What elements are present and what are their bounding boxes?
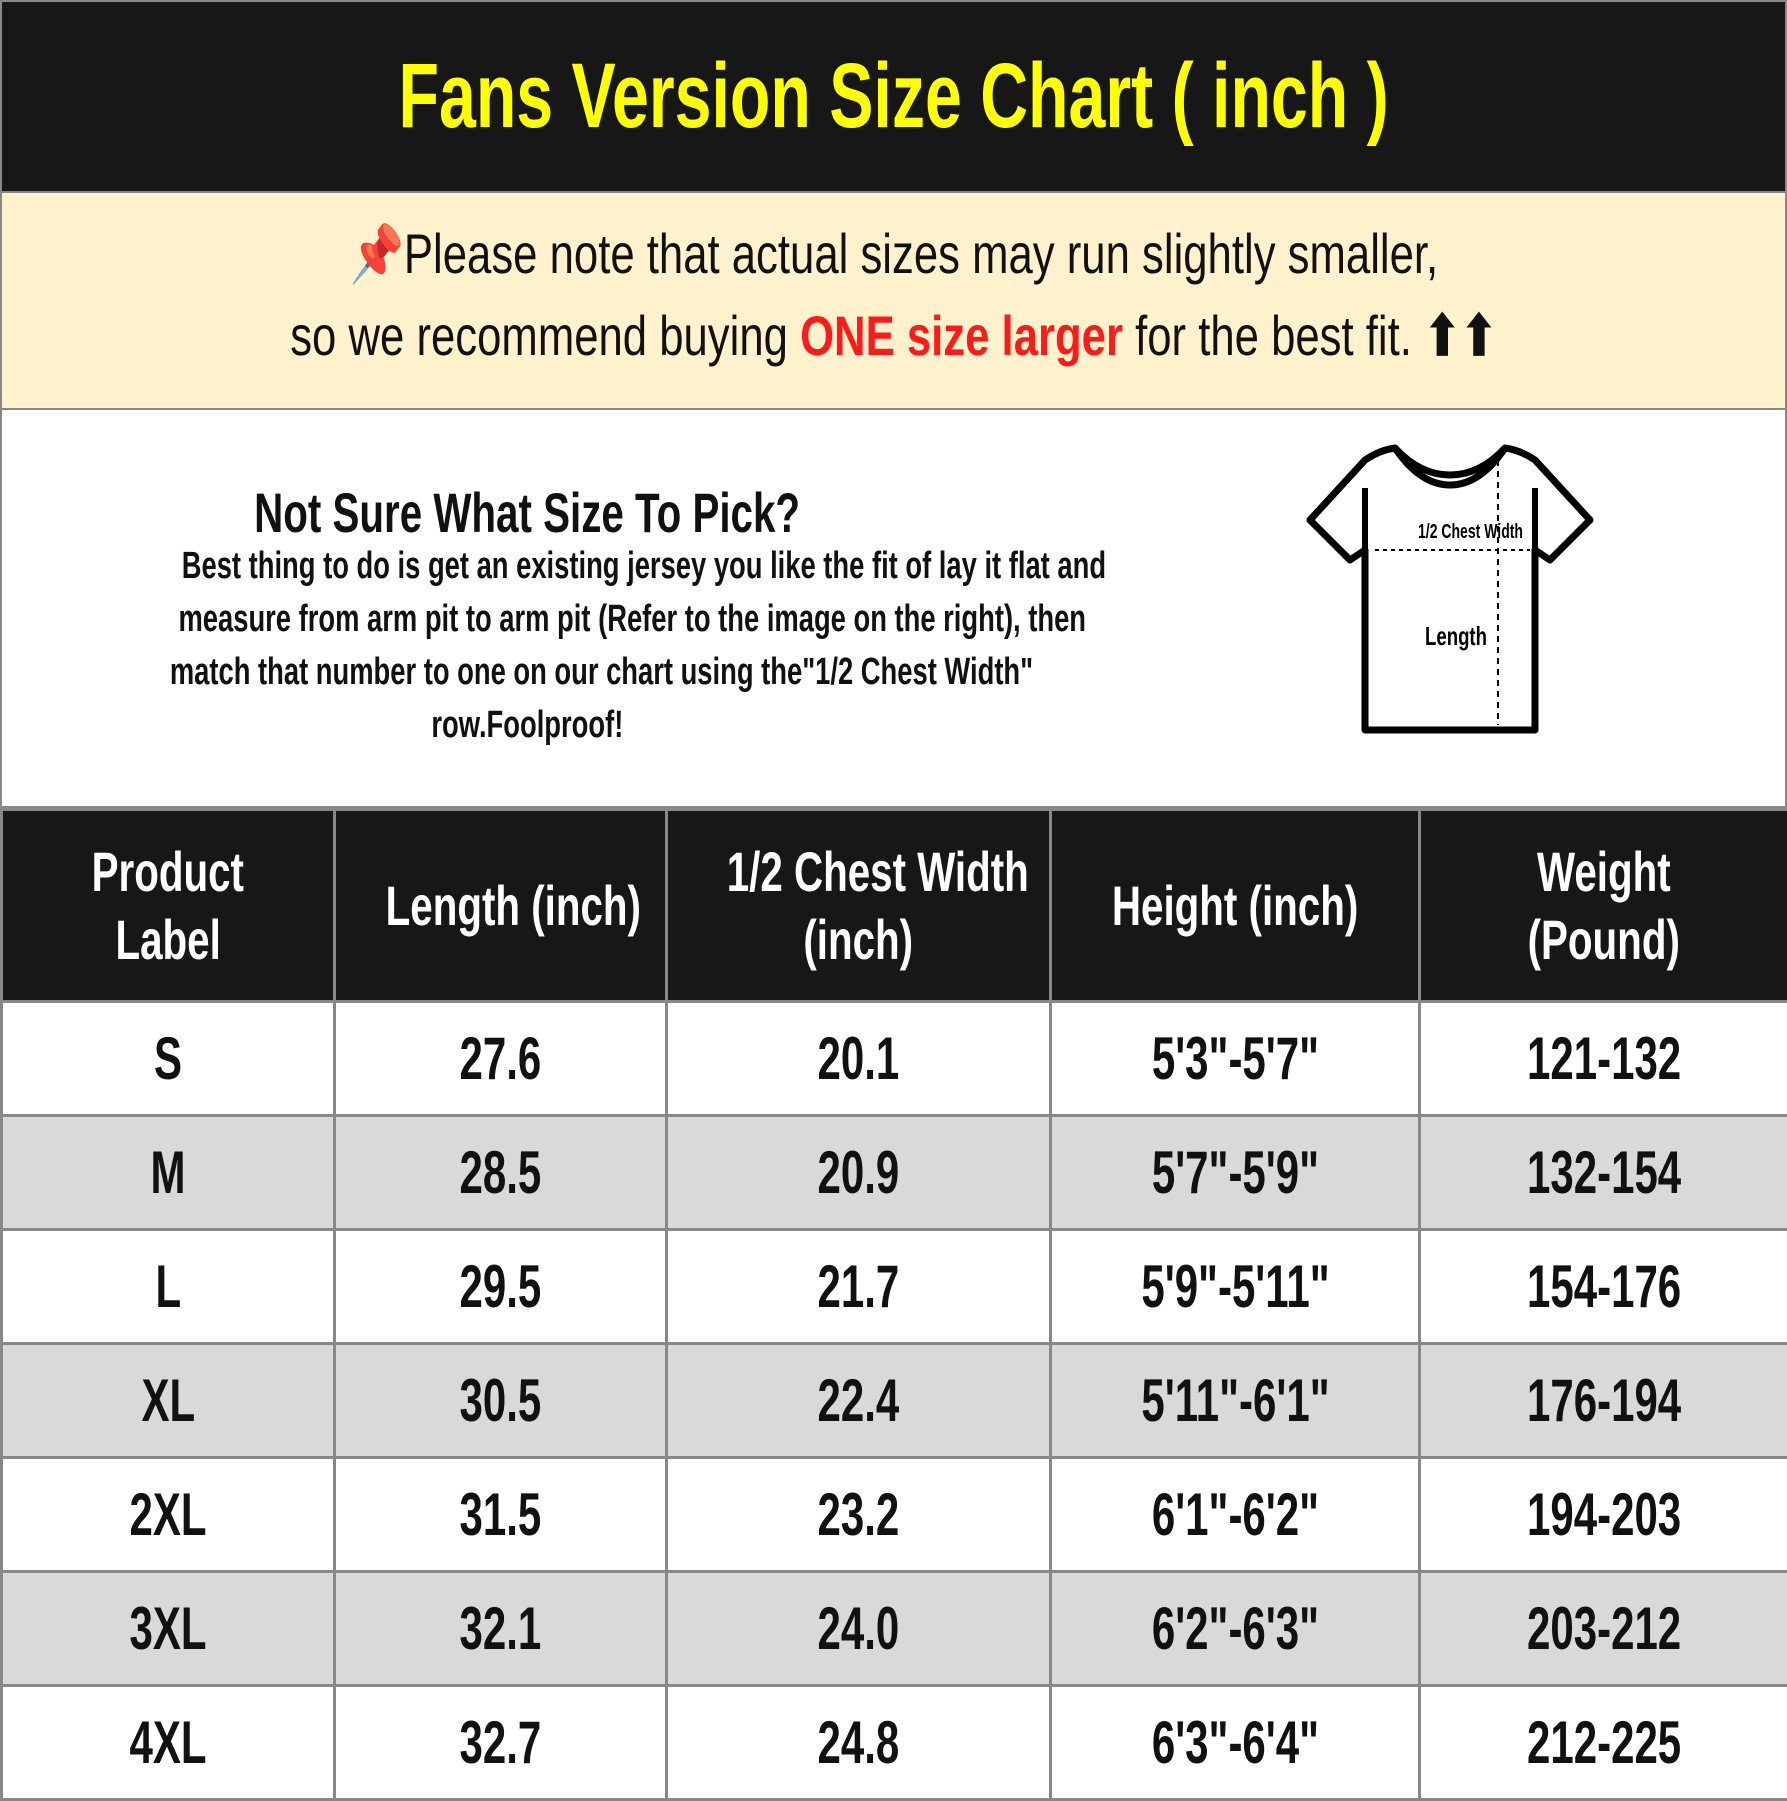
table-cell: 5'11"-6'1" (1051, 1344, 1420, 1458)
length-label: Length (1425, 621, 1487, 651)
guide-text: Best thing to do is get an existing jers… (2, 545, 1052, 588)
note-line-2-end: for the best fit. (1123, 304, 1424, 367)
table-cell: 30.5 (335, 1344, 667, 1458)
page-title: Fans Version Size Chart ( inch ) (398, 44, 1388, 149)
table-cell: 194-203 (1420, 1458, 1787, 1572)
table-cell: 121-132 (1420, 1002, 1787, 1116)
guide-heading: Not Sure What Size To Pick? (2, 480, 1052, 545)
table-cell: 27.6 (335, 1002, 667, 1116)
table-cell: 132-154 (1420, 1116, 1787, 1230)
table-cell: 2XL (2, 1458, 335, 1572)
table-cell: 176-194 (1420, 1344, 1787, 1458)
sizing-note: 📌Please note that actual sizes may run s… (0, 193, 1787, 410)
table-cell: 154-176 (1420, 1230, 1787, 1344)
table-cell: 212-225 (1420, 1686, 1787, 1800)
table-cell: 24.8 (667, 1686, 1051, 1800)
table-cell: M (2, 1116, 335, 1230)
column-header: Height (inch) (1051, 810, 1420, 1002)
table-cell: 22.4 (667, 1344, 1051, 1458)
column-header: Weight(Pound) (1420, 810, 1787, 1002)
guide-text: measure from arm pit to arm pit (Refer t… (2, 598, 1052, 641)
guide-text: row.Foolproof! (2, 704, 1052, 747)
table-cell: 5'3"-5'7" (1051, 1002, 1420, 1116)
table-cell: 32.7 (335, 1686, 667, 1800)
note-line-1: Please note that actual sizes may run sl… (404, 222, 1438, 285)
column-header: 1/2 Chest Width(inch) (667, 810, 1051, 1002)
table-cell: L (2, 1230, 335, 1344)
table-cell: 5'7"-5'9" (1051, 1116, 1420, 1230)
table-cell: 28.5 (335, 1116, 667, 1230)
table-cell: 4XL (2, 1686, 335, 1800)
table-cell: S (2, 1002, 335, 1116)
guide-text: match that number to one on our chart us… (2, 651, 1052, 694)
note-highlight: ONE size larger (800, 304, 1123, 367)
note-line-2: so we recommend buying (290, 304, 800, 367)
table-cell: 20.9 (667, 1116, 1051, 1230)
chest-width-label: 1/2 Chest Width (1418, 521, 1523, 543)
table-cell: 6'1"-6'2" (1051, 1458, 1420, 1572)
column-header: Length (inch) (335, 810, 667, 1002)
table-cell: 20.1 (667, 1002, 1051, 1116)
title-banner: Fans Version Size Chart ( inch ) (0, 0, 1787, 193)
up-arrow-icon: ⬆⬆ (1424, 304, 1497, 367)
table-cell: XL (2, 1344, 335, 1458)
pushpin-icon: 📌 (349, 222, 403, 285)
table-cell: 29.5 (335, 1230, 667, 1344)
table-cell: 31.5 (335, 1458, 667, 1572)
table-cell: 3XL (2, 1572, 335, 1686)
table-cell: 23.2 (667, 1458, 1051, 1572)
table-cell: 5'9"-5'11" (1051, 1230, 1420, 1344)
table-cell: 6'3"-6'4" (1051, 1686, 1420, 1800)
table-cell: 203-212 (1420, 1572, 1787, 1686)
table-cell: 32.1 (335, 1572, 667, 1686)
tshirt-diagram: 1/2 Chest Width Length (1300, 440, 1600, 750)
table-cell: 24.0 (667, 1572, 1051, 1686)
table-cell: 21.7 (667, 1230, 1051, 1344)
table-cell: 6'2"-6'3" (1051, 1572, 1420, 1686)
